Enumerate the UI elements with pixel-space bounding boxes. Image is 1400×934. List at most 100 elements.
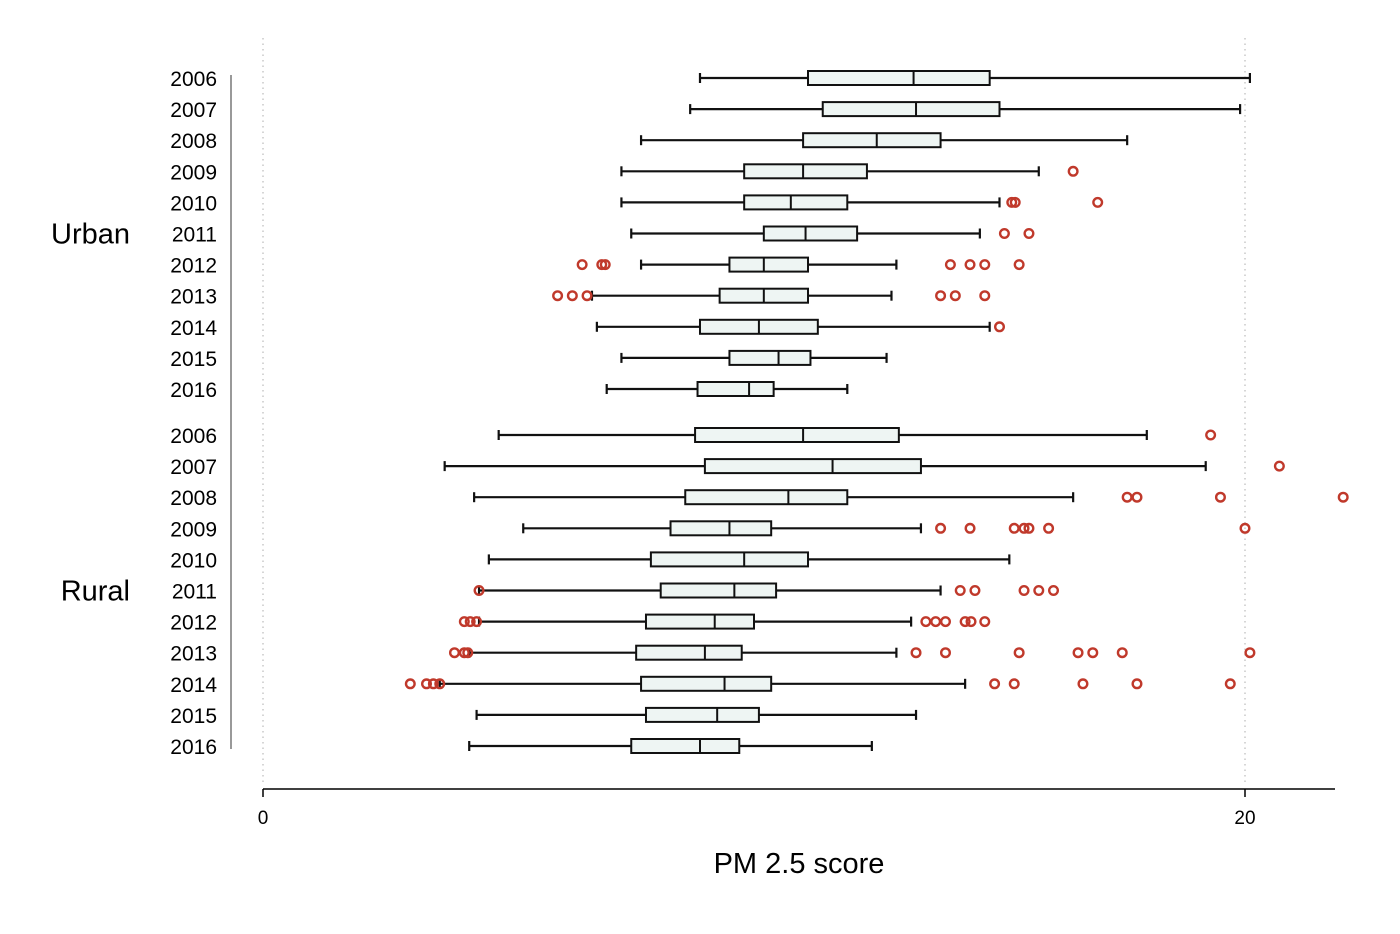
y-tick-label: 2013	[170, 286, 217, 309]
outlier-point	[576, 259, 588, 271]
outlier-point	[1121, 491, 1133, 503]
y-tick-label: 2012	[170, 612, 217, 635]
iqr-box	[684, 489, 849, 506]
y-tick-label: 2009	[170, 518, 217, 541]
y-tick-label: 2014	[170, 317, 217, 340]
box-rural-2013	[448, 644, 1256, 661]
iqr-box	[743, 194, 849, 211]
outlier-point	[458, 647, 470, 659]
outlier-point	[930, 616, 942, 628]
iqr-box	[669, 520, 773, 537]
outlier-point	[462, 647, 474, 659]
iqr-box	[659, 582, 778, 599]
outlier-point	[1013, 647, 1025, 659]
outlier-point	[979, 616, 991, 628]
outlier-point	[1006, 196, 1018, 208]
box-rural-2010	[487, 551, 1011, 568]
y-tick-label: 2015	[170, 348, 217, 371]
outlier-point	[1224, 678, 1236, 690]
outlier-point	[566, 290, 578, 302]
outlier-point	[1205, 429, 1217, 441]
outlier-point	[1018, 522, 1030, 534]
grid-layer	[262, 38, 1246, 786]
group-label-rural: Rural	[61, 576, 130, 608]
outlier-point	[965, 616, 977, 628]
y-tick-label: 2016	[170, 736, 217, 759]
label-layer: Urban 2006 2007 2008 2009 2010 2011 2012 2013 201…	[51, 68, 217, 759]
box-rural-2014	[404, 675, 1236, 692]
outlier-point	[1337, 491, 1349, 503]
outlier-point	[939, 616, 951, 628]
outlier-point	[910, 647, 922, 659]
outlier-point	[1067, 165, 1079, 177]
outlier-point	[458, 616, 470, 628]
outlier-point	[1033, 585, 1045, 597]
iqr-box	[644, 613, 755, 630]
box-rural-2011	[473, 582, 1060, 599]
box-urban-2013	[552, 287, 991, 304]
iqr-box	[635, 644, 743, 661]
outlier-point	[939, 647, 951, 659]
outlier-point	[954, 585, 966, 597]
outlier-point	[1023, 227, 1035, 239]
box-rural-2008	[473, 489, 1349, 506]
outlier-point	[998, 227, 1010, 239]
y-tick-label: 2008	[170, 130, 217, 153]
outlier-point	[404, 678, 416, 690]
outlier-point	[427, 678, 439, 690]
iqr-box	[696, 381, 775, 397]
outlier-point	[1131, 491, 1143, 503]
y-tick-label: 2015	[170, 705, 217, 728]
y-tick-label: 2011	[172, 581, 217, 604]
iqr-box	[649, 551, 810, 568]
y-tick-label: 2010	[170, 192, 217, 215]
x-axis-title: PM 2.5 score	[714, 848, 885, 880]
iqr-box	[703, 458, 922, 475]
outlier-point	[1048, 585, 1060, 597]
outlier-point	[1244, 647, 1256, 659]
y-tick-label: 2007	[170, 99, 217, 122]
outlier-point	[1239, 522, 1251, 534]
outlier-point	[989, 678, 1001, 690]
iqr-box	[821, 101, 1001, 118]
outlier-point	[599, 259, 611, 271]
y-tick-label: 2011	[172, 224, 217, 247]
outlier-point	[949, 290, 961, 302]
box-urban-2007	[689, 101, 1242, 118]
outlier-point	[1008, 522, 1020, 534]
box-urban-2014	[595, 318, 1006, 335]
outlier-point	[464, 616, 476, 628]
outlier-point	[979, 259, 991, 271]
y-tick-label: 2007	[170, 456, 217, 479]
box-rural-2016	[468, 738, 873, 754]
y-tick-label: 2014	[170, 674, 217, 697]
outlier-point	[1008, 678, 1020, 690]
outlier-point	[920, 616, 932, 628]
outlier-point	[994, 321, 1006, 333]
box-rural-2006	[497, 427, 1217, 443]
outlier-point	[434, 678, 446, 690]
x-tick-label: 20	[1234, 808, 1255, 829]
iqr-box	[728, 256, 810, 273]
iqr-box	[694, 427, 900, 443]
iqr-box	[802, 132, 942, 149]
group-label-urban: Urban	[51, 219, 130, 251]
iqr-box	[743, 163, 868, 180]
outlier-point	[935, 522, 947, 534]
y-tick-label: 2006	[170, 425, 217, 448]
outlier-point	[1018, 585, 1030, 597]
x-axis: 0 20	[258, 788, 1335, 829]
y-tick-label: 2013	[170, 643, 217, 666]
outlier-point	[1043, 522, 1055, 534]
box-urban-2012	[576, 256, 1025, 273]
outlier-point	[581, 290, 593, 302]
outlier-point	[473, 585, 485, 597]
outlier-point	[1092, 196, 1104, 208]
y-tick-label: 2008	[170, 487, 217, 510]
outlier-point	[1072, 647, 1084, 659]
box-urban-2015	[620, 349, 888, 366]
outlier-point	[1131, 678, 1143, 690]
outlier-point	[1087, 647, 1099, 659]
outlier-point	[471, 616, 483, 628]
